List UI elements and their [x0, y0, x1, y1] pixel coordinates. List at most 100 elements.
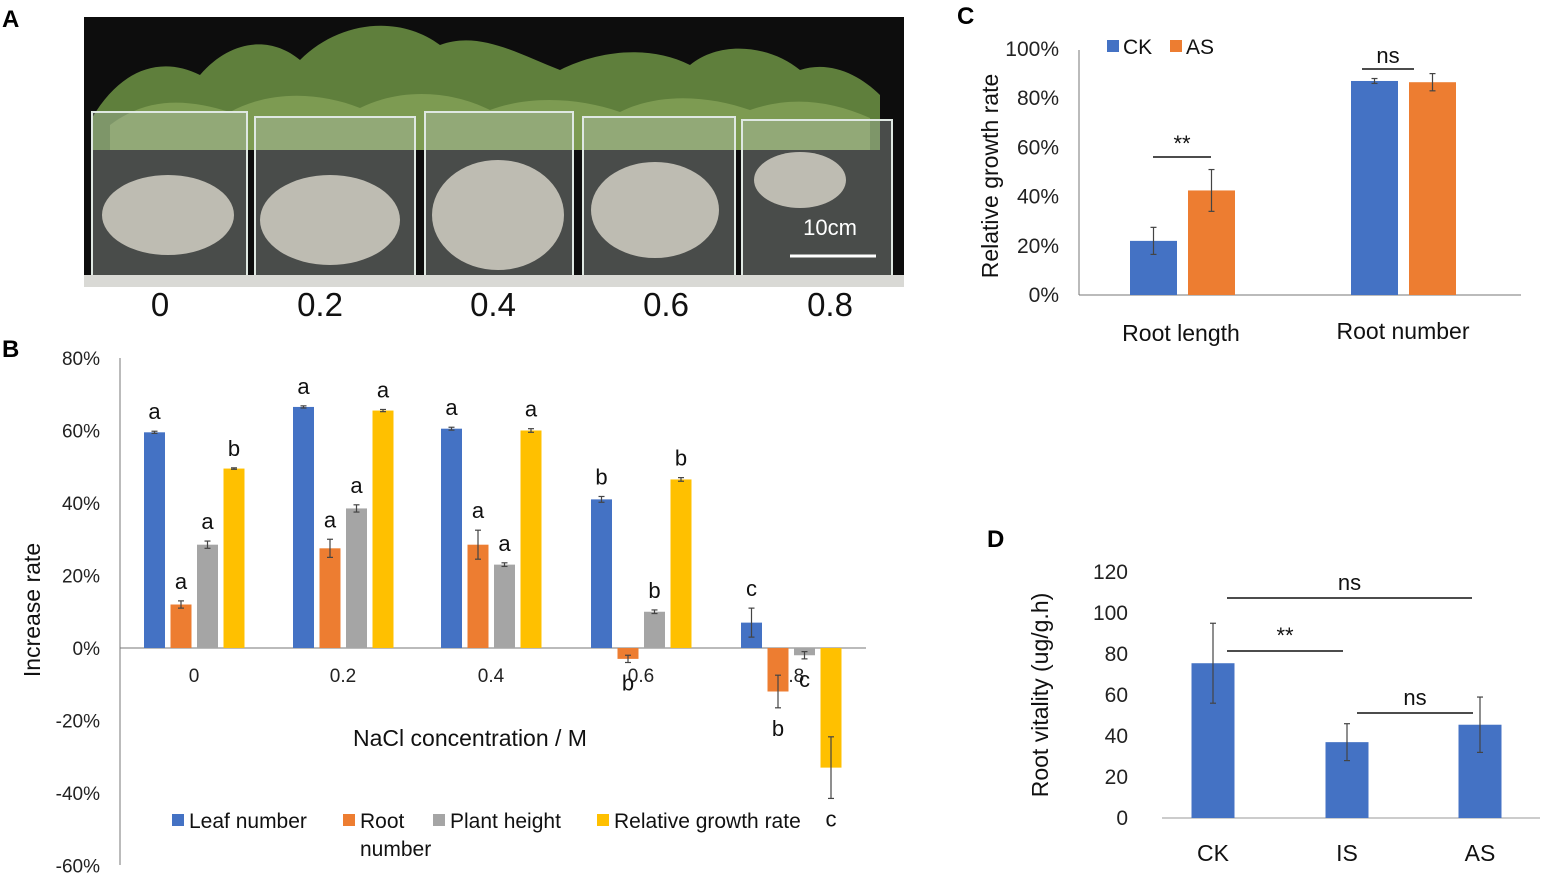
b-legend: Leaf number Root number Plant height Rel… — [172, 810, 801, 861]
panel-label-b: B — [2, 336, 19, 363]
b-bar-relative-growth-rate — [520, 430, 542, 648]
c-category-label-root-length: Root length — [1122, 320, 1240, 346]
c-error-bars — [1150, 72, 1436, 256]
d-x-labels: CK IS AS — [1197, 840, 1495, 866]
foliage-highlight — [110, 93, 870, 150]
b-y-tick-label: -20% — [56, 712, 100, 733]
b-x-tick-label: 0.4 — [478, 666, 505, 687]
b-significance-letter: b — [228, 436, 240, 461]
c-bar-as — [1409, 82, 1456, 296]
b-bar-root-number — [467, 544, 489, 648]
d-y-tick-label: 20 — [1105, 766, 1128, 789]
b-bar-relative-growth-rate — [670, 479, 692, 648]
b-x-axis-title: NaCl concentration / M — [353, 725, 587, 751]
d-significance-label: ns — [1338, 570, 1361, 595]
b-significance-letter: b — [675, 446, 687, 471]
b-significance-letter: c — [799, 667, 810, 692]
b-x-ticks: 0 0.2 0.4 0.6 0.8 — [189, 666, 805, 687]
b-y-tick-label: 0% — [73, 639, 101, 660]
legend-swatch-leaf — [172, 814, 184, 826]
b-y-tick-label: 40% — [62, 494, 100, 515]
photo-panel: 10cm 0 0.2 0.4 0.6 0.8 — [84, 17, 904, 323]
b-bar-plant-height — [346, 508, 367, 648]
b-y-tick-label: -40% — [56, 784, 100, 805]
c-y-tick-label: 100% — [1005, 38, 1059, 61]
legend-label-rgr: Relative growth rate — [614, 810, 801, 833]
b-bar-root-number — [319, 548, 341, 648]
b-bar-relative-growth-rate — [372, 410, 394, 648]
b-significance-letter: a — [148, 399, 161, 424]
panel-label-c: C — [957, 3, 974, 30]
b-bar-leaf-number — [591, 499, 612, 648]
b-bar-root-number — [767, 648, 789, 692]
b-significance-letter: a — [445, 395, 458, 420]
b-x-tick-label: 0 — [189, 666, 200, 687]
b-significance-letter: b — [595, 464, 607, 489]
c-significance-label: ns — [1376, 43, 1399, 68]
legend-label-height: Plant height — [450, 810, 561, 833]
b-bar-plant-height — [644, 611, 665, 648]
b-significance-letter: a — [498, 531, 511, 556]
photo-label-0.4: 0.4 — [470, 286, 516, 323]
c-legend: CK AS — [1107, 36, 1214, 59]
root-mass — [260, 175, 400, 265]
legend-label-root: Root — [360, 810, 405, 833]
b-y-tick-label: 60% — [62, 422, 100, 443]
b-significance-letter: b — [648, 578, 660, 603]
c-bar-ck — [1351, 80, 1398, 295]
c-y-tick-label: 80% — [1017, 87, 1059, 110]
legend-label-leaf: Leaf number — [189, 810, 307, 833]
photo-label-0.8: 0.8 — [807, 286, 853, 323]
d-x-label: CK — [1197, 840, 1230, 866]
b-bar-relative-growth-rate — [820, 648, 842, 768]
d-x-label: IS — [1336, 840, 1358, 866]
c-y-axis-title: Relative growth rate — [977, 74, 1003, 279]
c-y-ticks: 0% 20% 40% 60% 80% 100% — [1005, 38, 1059, 307]
d-y-tick-label: 100 — [1093, 602, 1128, 625]
d-y-tick-label: 120 — [1093, 561, 1128, 584]
b-significance-letter: a — [525, 397, 538, 422]
b-significance-letter: a — [297, 374, 310, 399]
b-significance-letter: c — [826, 806, 837, 831]
b-significance-letter: a — [324, 507, 337, 532]
c-y-tick-label: 0% — [1029, 284, 1059, 307]
b-bar-leaf-number — [144, 432, 165, 648]
c-significance-label: ** — [1173, 131, 1191, 156]
d-y-tick-label: 60 — [1105, 684, 1128, 707]
b-x-tick-label: 0.6 — [628, 666, 654, 687]
b-bar-relative-growth-rate — [223, 468, 245, 648]
b-y-tick-label: 20% — [62, 567, 100, 588]
b-bar-plant-height — [494, 564, 515, 648]
panel-label-a: A — [2, 6, 19, 33]
legend-swatch-as — [1170, 40, 1182, 52]
b-significance-letter: b — [772, 716, 784, 741]
chart-d: 0 20 40 60 80 100 120 CK IS AS ns ** ns Root vital… — [1027, 561, 1540, 866]
b-significance-letter: a — [472, 498, 485, 523]
photo-label-0.2: 0.2 — [297, 286, 343, 323]
b-x-tick-label: 0.2 — [330, 666, 356, 687]
root-mass — [432, 160, 564, 270]
legend-label-ck: CK — [1123, 36, 1152, 59]
b-bar-root-number — [170, 604, 192, 648]
c-category-label-root-number: Root number — [1337, 318, 1470, 344]
b-bar-plant-height — [197, 544, 218, 648]
c-y-tick-label: 60% — [1017, 136, 1059, 159]
b-bars — [144, 406, 842, 768]
b-significance-letter: c — [746, 576, 757, 601]
c-y-tick-label: 20% — [1017, 235, 1059, 258]
b-y-axis-title: Increase rate — [19, 543, 45, 677]
d-x-label: AS — [1465, 840, 1496, 866]
b-y-tick-label: -60% — [56, 857, 100, 878]
legend-label-as: AS — [1186, 36, 1214, 59]
d-y-ticks: 0 20 40 60 80 100 120 — [1093, 561, 1128, 830]
b-significance-letter: b — [622, 671, 634, 696]
d-y-tick-label: 0 — [1116, 807, 1128, 830]
tray — [84, 275, 904, 287]
c-bars — [1130, 80, 1456, 296]
b-significance-letter: a — [201, 509, 214, 534]
legend-swatch-ck — [1107, 40, 1119, 52]
b-error-bars — [151, 405, 834, 800]
root-mass — [591, 162, 719, 258]
